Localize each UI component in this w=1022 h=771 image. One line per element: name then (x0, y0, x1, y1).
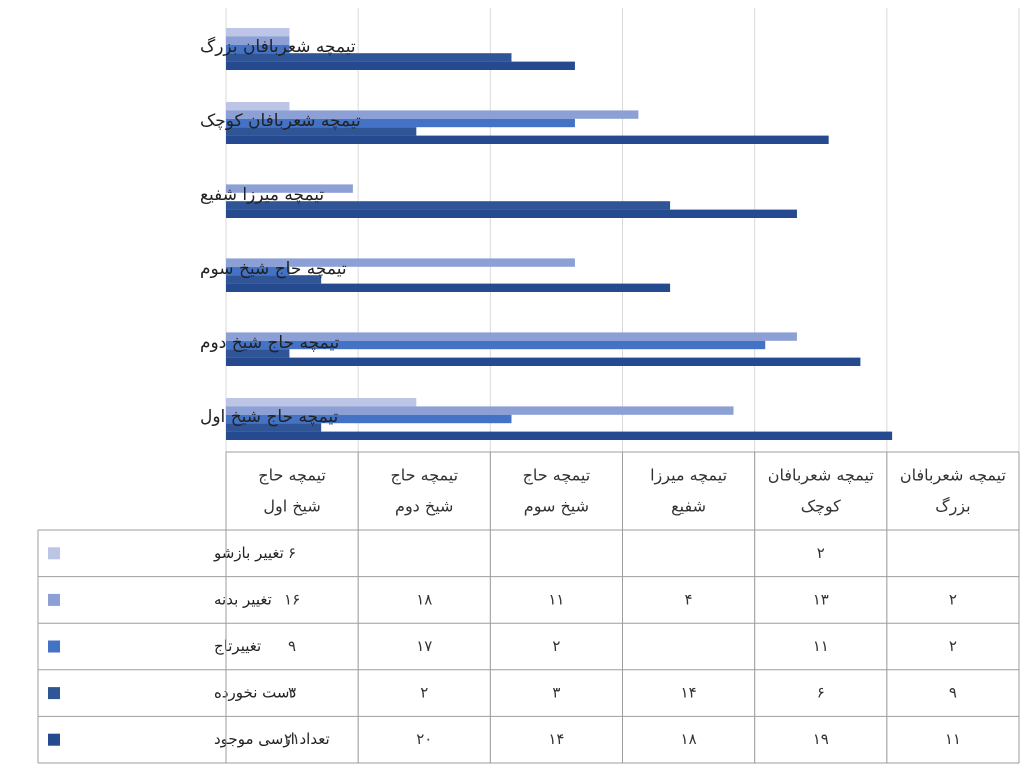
legend-swatch (48, 687, 60, 700)
table-header: تیمچه شعربافان (768, 466, 874, 486)
legend-swatch (48, 593, 60, 606)
legend-label: تعداد ارسی موجود (214, 730, 330, 748)
table-cell: ۹ (949, 684, 957, 702)
table-cell: ۱۶ (284, 590, 300, 608)
bar (226, 61, 575, 70)
bar (226, 406, 734, 415)
category-label: تیمچه حاج شیخ اول (200, 407, 339, 427)
table-cell: ۱۱ (548, 590, 564, 608)
table-cell: ۱۱ (813, 637, 829, 655)
category-label: تیمچه حاج شیخ دوم (200, 333, 340, 353)
table-cell: ۱۳ (813, 590, 829, 608)
bar (226, 266, 290, 276)
table-cell: ۹ (288, 637, 296, 655)
table-header: تیمچه حاج (523, 466, 591, 486)
bar (226, 340, 766, 350)
bar (226, 357, 861, 366)
table-header: کوچک (801, 497, 841, 517)
legend-label: تغییرتاج (214, 637, 261, 656)
legend-swatch (48, 547, 60, 560)
bar (226, 349, 290, 358)
table-cell: ۶ (817, 684, 825, 702)
category-label: تیمچه شعربافان کوچک (200, 111, 361, 131)
table-cell: ۲ (552, 637, 560, 655)
bar (226, 431, 893, 440)
table-header: شیخ سوم (524, 497, 589, 517)
bar (226, 283, 671, 292)
table-cell: ۴ (685, 590, 693, 608)
bar (226, 118, 575, 128)
table-cell: ۲ (949, 590, 957, 608)
bar (226, 28, 290, 37)
bars (226, 28, 893, 440)
bar (226, 184, 353, 193)
legend-label: تغییر بدنه (214, 590, 272, 608)
legend-swatch (48, 733, 60, 746)
bar (226, 332, 797, 341)
table-header: تیمچه حاج (390, 466, 458, 486)
bar (226, 201, 671, 210)
table-cell: ۲۱ (284, 730, 300, 748)
bar (226, 127, 417, 136)
legend-swatch (48, 640, 60, 653)
table-cell: ۲ (817, 544, 825, 562)
bar (226, 135, 829, 144)
legend-label: تغییر بازشو (213, 544, 284, 562)
table-header: بزرگ (935, 497, 970, 517)
bar (226, 414, 512, 424)
bar (226, 110, 639, 119)
table-cell: ۲۰ (416, 730, 432, 748)
category-label: تیمچه حاج شیخ سوم (200, 259, 347, 279)
table-cell: ۳ (288, 684, 296, 702)
bar (226, 275, 322, 284)
table-cell: ۱۸ (681, 730, 697, 748)
table-cell: ۱۹ (813, 730, 829, 748)
category-labels: تیمچه حاج شیخ اول تیمچه حاج شیخ دوم تیمچه … (200, 36, 361, 427)
table-header: شیخ دوم (395, 497, 453, 517)
table-cell: ۳ (552, 684, 560, 702)
category-label: تیمچه میرزا شفیع (200, 185, 324, 205)
bar (226, 209, 797, 218)
table-header: تیمچه شعربافان (900, 466, 1006, 486)
table-header: تیمچه حاج (258, 466, 326, 486)
table-header: شیخ اول (263, 497, 320, 517)
table-cell: ۱۱ (945, 730, 961, 748)
bar (226, 102, 290, 111)
table-cell: ۶ (288, 544, 296, 562)
bar (226, 44, 290, 54)
bar (226, 423, 322, 432)
bar (226, 258, 575, 267)
data-table: تیمچه حاج شیخ اول تیمچه حاج شیخ دوم تیمچه حا… (37, 451, 1020, 764)
table-cell: ۱۴ (681, 684, 697, 702)
table-cell: ۲ (420, 684, 428, 702)
bar (226, 53, 512, 62)
category-label: تیمچه شعربافان بزرگ (200, 36, 356, 57)
legend-label: دست نخورده (214, 684, 296, 702)
table-cell: ۲ (949, 637, 957, 655)
bar (226, 398, 417, 407)
table-header: تیمچه میرزا (650, 466, 727, 486)
table-cell: ۱۷ (416, 637, 432, 655)
table-cell: ۱۴ (548, 730, 564, 748)
table-header: شفیع (671, 497, 706, 517)
table-cell: ۱۸ (416, 590, 432, 608)
bar (226, 36, 290, 45)
